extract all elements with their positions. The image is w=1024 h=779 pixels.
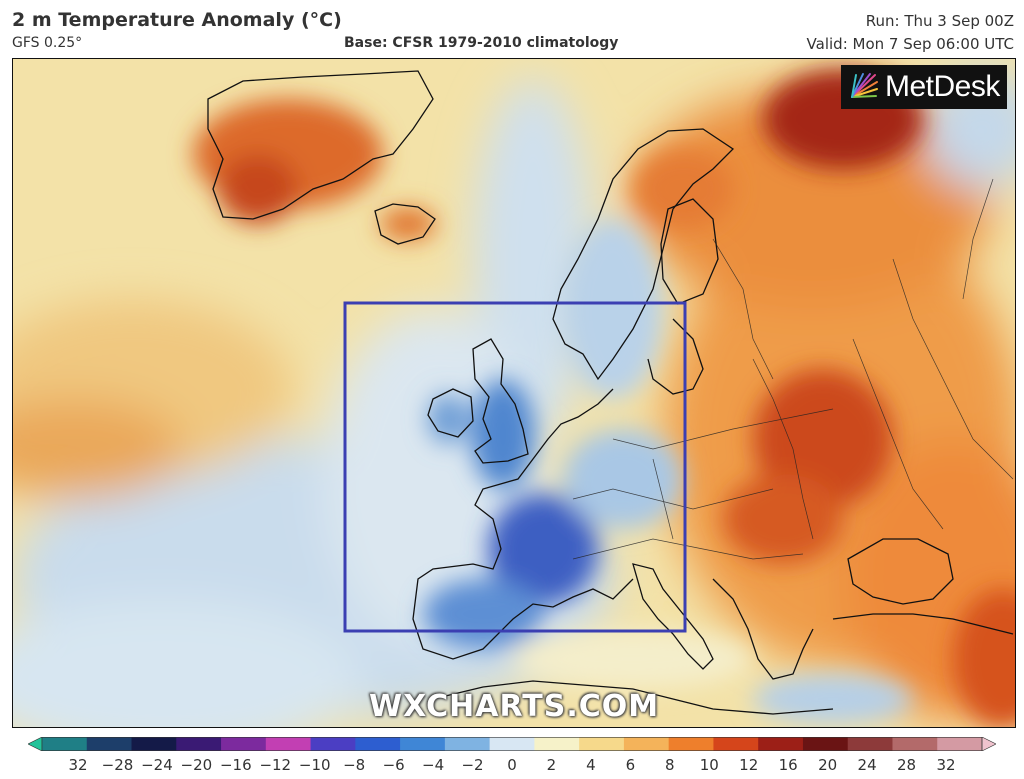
colorbar-cell [758, 737, 804, 751]
colorbar-tick-label: 32 [68, 756, 88, 774]
country-borders [572, 178, 1014, 560]
colorbar-tick-label: −24 [141, 756, 173, 774]
colorbar-cell [892, 737, 938, 751]
colorbar-tick-label: −28 [101, 756, 134, 774]
colorbar-tick-label: 2 [546, 756, 557, 774]
colorbar-cell [937, 737, 983, 751]
run-time-label: Run: Thu 3 Sep 00Z [865, 12, 1014, 30]
colorbar-tick-label: 16 [778, 756, 798, 774]
metdesk-logo-text: MetDesk [885, 70, 1000, 103]
colorbar-cell [310, 737, 356, 751]
colorbar-cell [713, 737, 759, 751]
colorbar-arrow-low [28, 737, 43, 751]
colorbar-cell [444, 737, 491, 751]
colorbar-tick-label: 6 [625, 756, 636, 774]
colorbar-cell [176, 737, 222, 751]
colorbar-tick-label: −20 [180, 756, 213, 774]
wxcharts-watermark: WXCHARTS.COM [369, 689, 660, 724]
region-highlight-box [343, 301, 687, 633]
colorbar-tick-label: −16 [219, 756, 252, 774]
colorbar-cell [489, 737, 535, 751]
colorbar-tick-label: 10 [699, 756, 719, 774]
anomaly-field-detail [193, 69, 1015, 727]
coastlines [207, 70, 1014, 715]
colorbar-cell [265, 737, 312, 751]
colorbar-cell [668, 737, 714, 751]
colorbar-arrow-high [981, 737, 996, 751]
chart-title: 2 m Temperature Anomaly (°C) [12, 9, 342, 31]
colorbar-cell [534, 737, 580, 751]
colorbar-cell [42, 737, 88, 751]
colorbar-tick-label: −12 [259, 756, 292, 774]
colorbar-cell [355, 737, 401, 751]
metdesk-logo: MetDesk [841, 65, 1007, 109]
colorbar-tick-label: 4 [586, 756, 596, 774]
colorbar-tick-label: −8 [343, 756, 366, 774]
model-label: GFS 0.25° [12, 35, 83, 51]
colorbar-tick-label: 28 [896, 756, 917, 774]
temperature-anomaly-map: MetDesk WXCHARTS.COM [12, 58, 1016, 728]
colorbar-tick-label: 8 [665, 756, 675, 774]
colorbar-cell [400, 737, 446, 751]
colorbar-cell [802, 737, 849, 751]
chart-header: 2 m Temperature Anomaly (°C) GFS 0.25° B… [0, 0, 1024, 56]
colorbar-cell [579, 737, 625, 751]
colorbar-tick-label: −2 [461, 756, 484, 774]
valid-time-label: Valid: Mon 7 Sep 06:00 UTC [806, 35, 1014, 53]
map-canvas [13, 59, 1015, 727]
colorbar-cell [623, 737, 670, 751]
colorbar-tick-label: −10 [298, 756, 331, 774]
starburst-logo-icon [851, 73, 878, 98]
colorbar-cell [221, 737, 267, 751]
colorbar-tick-label: −4 [422, 756, 445, 774]
colorbar-tick-label: 32 [936, 756, 956, 774]
temperature-colorbar [28, 737, 996, 751]
colorbar-tick-label: 12 [739, 756, 759, 774]
colorbar-border [41, 737, 983, 751]
colorbar-cell [847, 737, 893, 751]
colorbar-tick-label: 20 [818, 756, 838, 774]
colorbar-tick-label: −6 [382, 756, 405, 774]
colorbar-ticks: 32 −28 −24 −20 −16 −12 −10 −8 −6 −4 −2 0 2 4 6 8 10 12 16 2… [28, 756, 996, 776]
colorbar-tick-label: 24 [857, 756, 877, 774]
colorbar-cell [131, 737, 177, 751]
colorbar-cell [86, 737, 133, 751]
climatology-base-label: Base: CFSR 1979-2010 climatology [344, 35, 619, 51]
colorbar-tick-label: 0 [507, 756, 517, 774]
